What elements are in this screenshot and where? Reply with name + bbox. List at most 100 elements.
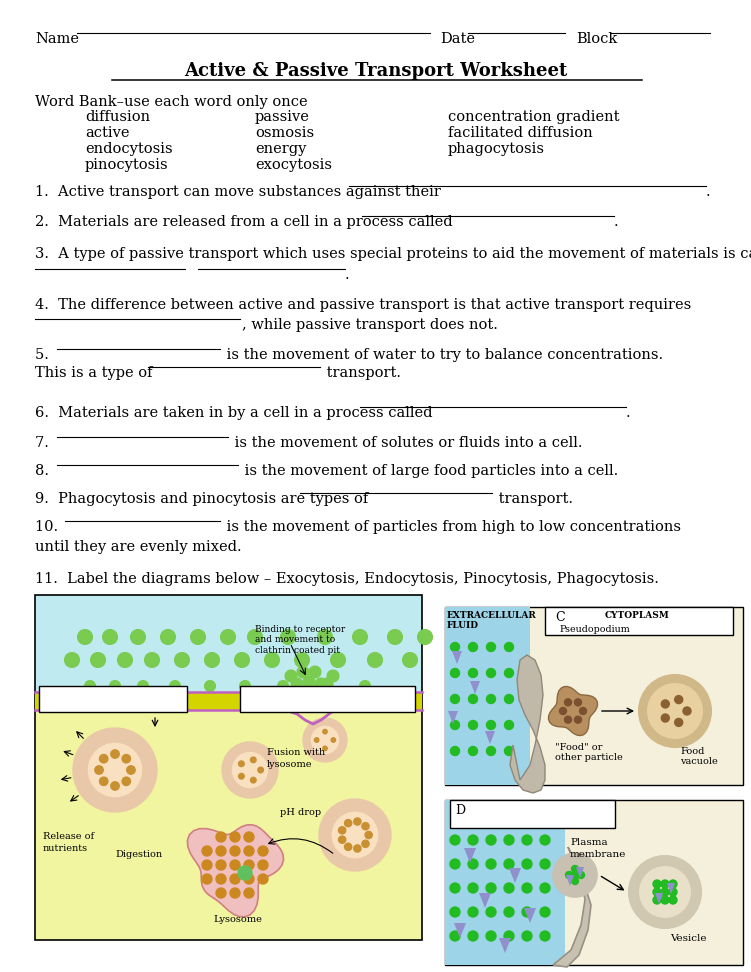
Circle shape xyxy=(303,718,347,762)
Polygon shape xyxy=(667,883,675,894)
Text: FLUID: FLUID xyxy=(447,621,479,630)
Circle shape xyxy=(354,817,361,825)
Text: Active & Passive Transport Worksheet: Active & Passive Transport Worksheet xyxy=(185,62,568,80)
Circle shape xyxy=(540,907,550,917)
Circle shape xyxy=(674,696,683,704)
Text: Pseudopodium: Pseudopodium xyxy=(560,625,631,634)
Circle shape xyxy=(297,666,309,678)
Circle shape xyxy=(110,680,120,691)
Circle shape xyxy=(238,866,252,880)
Circle shape xyxy=(505,669,514,677)
Circle shape xyxy=(469,695,478,704)
Circle shape xyxy=(239,761,244,767)
Circle shape xyxy=(669,896,677,904)
Text: Plasma: Plasma xyxy=(570,838,608,847)
Text: pH drop: pH drop xyxy=(280,808,321,817)
Circle shape xyxy=(639,675,711,747)
Circle shape xyxy=(319,799,391,871)
Circle shape xyxy=(315,678,327,690)
Polygon shape xyxy=(548,686,598,736)
Polygon shape xyxy=(553,847,591,967)
Text: nutrients: nutrients xyxy=(43,844,88,853)
Circle shape xyxy=(339,827,345,834)
Text: Food: Food xyxy=(680,747,704,756)
Circle shape xyxy=(486,859,496,869)
Circle shape xyxy=(469,642,478,651)
Text: EXTRACELLULAR: EXTRACELLULAR xyxy=(447,611,537,620)
Circle shape xyxy=(319,680,330,691)
Text: facilitated diffusion: facilitated diffusion xyxy=(448,126,593,140)
Circle shape xyxy=(553,853,597,897)
Circle shape xyxy=(111,749,119,758)
Circle shape xyxy=(352,630,367,644)
Circle shape xyxy=(522,859,532,869)
Circle shape xyxy=(522,907,532,917)
Circle shape xyxy=(122,777,131,785)
Circle shape xyxy=(281,630,295,644)
Circle shape xyxy=(572,865,578,873)
Polygon shape xyxy=(499,938,511,953)
Circle shape xyxy=(559,708,566,714)
Circle shape xyxy=(572,878,578,885)
Circle shape xyxy=(244,888,254,898)
Circle shape xyxy=(578,872,584,879)
Text: Binding to receptor
and movement to
clathrin coated pit: Binding to receptor and movement to clat… xyxy=(255,625,345,655)
Circle shape xyxy=(230,832,240,842)
Text: CYTOPLASM: CYTOPLASM xyxy=(605,611,670,620)
Circle shape xyxy=(330,652,345,668)
Text: osmosis: osmosis xyxy=(255,126,314,140)
Circle shape xyxy=(204,680,216,691)
Circle shape xyxy=(244,860,254,870)
Circle shape xyxy=(323,729,327,734)
Circle shape xyxy=(504,907,514,917)
Circle shape xyxy=(345,819,351,827)
Circle shape xyxy=(258,767,264,773)
Circle shape xyxy=(202,860,212,870)
Polygon shape xyxy=(452,651,462,664)
Circle shape xyxy=(522,883,532,893)
Circle shape xyxy=(450,883,460,893)
Text: Fusion with: Fusion with xyxy=(267,748,325,757)
Circle shape xyxy=(170,680,180,691)
Polygon shape xyxy=(655,893,663,904)
Text: 7.: 7. xyxy=(35,436,58,450)
Text: 8.: 8. xyxy=(35,464,59,478)
Circle shape xyxy=(73,728,157,812)
Circle shape xyxy=(504,931,514,941)
Circle shape xyxy=(629,856,701,928)
Circle shape xyxy=(251,757,256,763)
Text: endocytosis: endocytosis xyxy=(85,142,173,156)
Circle shape xyxy=(468,835,478,845)
Circle shape xyxy=(487,720,496,730)
Circle shape xyxy=(486,883,496,893)
Text: 10.: 10. xyxy=(35,520,68,534)
Text: Lysosome: Lysosome xyxy=(213,915,262,924)
Polygon shape xyxy=(464,848,476,863)
Circle shape xyxy=(202,846,212,856)
Circle shape xyxy=(95,766,103,775)
Text: A: A xyxy=(43,686,52,699)
Circle shape xyxy=(540,883,550,893)
Circle shape xyxy=(469,746,478,755)
Text: This is a type of: This is a type of xyxy=(35,366,157,380)
Circle shape xyxy=(468,883,478,893)
Circle shape xyxy=(486,835,496,845)
Text: concentration gradient: concentration gradient xyxy=(448,110,620,124)
Polygon shape xyxy=(510,655,545,793)
Circle shape xyxy=(575,699,581,706)
Circle shape xyxy=(77,630,92,644)
Circle shape xyxy=(661,880,669,888)
Circle shape xyxy=(669,888,677,896)
Text: 4.  The difference between active and passive transport is that active transport: 4. The difference between active and pas… xyxy=(35,298,691,312)
Circle shape xyxy=(127,766,135,775)
Circle shape xyxy=(565,699,572,706)
Text: until they are evenly mixed.: until they are evenly mixed. xyxy=(35,540,242,554)
Circle shape xyxy=(191,630,206,644)
Circle shape xyxy=(244,832,254,842)
Circle shape xyxy=(487,669,496,677)
Circle shape xyxy=(221,630,236,644)
Bar xyxy=(35,595,422,710)
Text: is the movement of water to try to balance concentrations.: is the movement of water to try to balan… xyxy=(222,348,663,362)
Circle shape xyxy=(311,726,339,754)
Circle shape xyxy=(487,695,496,704)
